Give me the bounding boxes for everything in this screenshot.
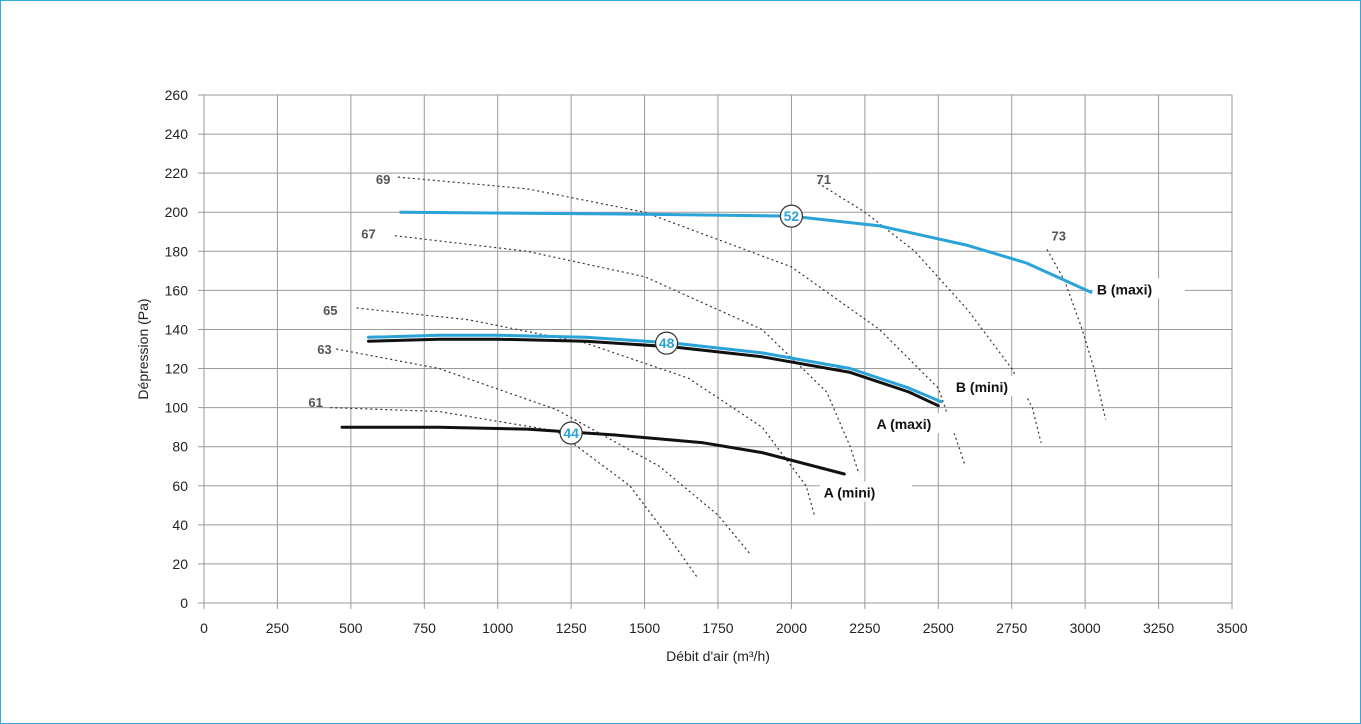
x-tick-label: 2500 [923, 620, 954, 636]
iso-label-73: 73 [1051, 229, 1065, 244]
y-tick-label: 220 [165, 165, 189, 181]
series-label-bg [819, 481, 912, 502]
x-tick-label: 2250 [849, 620, 880, 636]
series-label-a-mini: A (mini) [824, 485, 876, 501]
x-tick-label: 1000 [482, 620, 513, 636]
y-tick-label: 160 [165, 282, 189, 298]
iso-line-61 [330, 407, 698, 578]
iso-line-65 [356, 307, 816, 518]
iso-label-71: 71 [817, 172, 831, 187]
y-tick-label: 0 [180, 595, 188, 611]
series-label-bg [951, 376, 1044, 397]
y-tick-label: 80 [172, 439, 188, 455]
series-label-a-maxi: A (maxi) [877, 416, 932, 432]
iso-line-63 [336, 348, 751, 555]
x-tick-label: 2000 [776, 620, 807, 636]
y-axis-label: Dépression (Pa) [135, 298, 151, 399]
series-label-bg [872, 413, 965, 434]
y-tick-label: 100 [165, 400, 189, 416]
iso-line-71 [817, 182, 1042, 443]
y-tick-label: 240 [165, 126, 189, 142]
iso-line-73 [1046, 249, 1107, 420]
marker-circle [654, 331, 679, 355]
x-tick-label: 750 [413, 620, 437, 636]
iso-label-67: 67 [361, 227, 375, 242]
iso-label-69: 69 [376, 172, 390, 187]
iso-lines: 61 63 65 67 69 71 73 [308, 172, 1107, 578]
series-label-bg [1092, 278, 1185, 299]
x-tick-label: 3000 [1070, 620, 1101, 636]
iso-label-65: 65 [323, 303, 337, 318]
marker-circle [779, 204, 804, 228]
iso-label-63: 63 [317, 342, 331, 357]
iso-line-69 [397, 176, 966, 465]
series-line-a-maxi [367, 337, 940, 408]
series-label-b-mini: B (mini) [956, 379, 1008, 395]
marker-label-44: 44 [563, 425, 579, 441]
x-tick-label: 1250 [556, 620, 587, 636]
y-tick-label: 40 [172, 517, 188, 533]
x-tick-label: 0 [200, 620, 208, 636]
y-tick-label: 200 [165, 204, 189, 220]
y-tick-label: 140 [165, 321, 189, 337]
y-tick-label: 180 [165, 243, 189, 259]
x-tick-label: 1750 [702, 620, 733, 636]
series-line-b-maxi [399, 210, 1093, 294]
series-label-b-maxi: B (maxi) [1097, 281, 1152, 297]
x-tick-label: 500 [339, 620, 363, 636]
y-tick-label: 260 [165, 87, 189, 103]
tick-labels: 0 250 500 750 1000 1250 1500 1750 2000 2250 2500 27… [165, 87, 1248, 636]
marker-circle [559, 421, 583, 445]
y-tick-label: 60 [172, 478, 188, 494]
marker-label-48: 48 [659, 335, 675, 351]
x-tick-label: 3500 [1216, 620, 1247, 636]
y-tick-label: 120 [165, 361, 189, 377]
series-line-a-mini [340, 425, 846, 476]
x-tick-label: 1500 [629, 620, 660, 636]
x-tick-label: 2750 [996, 620, 1027, 636]
marker-label-52: 52 [784, 208, 800, 224]
iso-line-67 [394, 235, 860, 475]
iso-label-61: 61 [308, 395, 322, 410]
x-axis-label: Débit d'air (m³/h) [666, 648, 770, 664]
x-tick-label: 3250 [1143, 620, 1174, 636]
y-tick-label: 20 [172, 556, 188, 572]
series-lines: B (maxi) A (maxi) B (mini) A (mini) [340, 210, 1185, 502]
x-tick-label: 250 [266, 620, 290, 636]
point-markers: 52 48 44 [559, 204, 804, 445]
grid [198, 94, 1233, 609]
